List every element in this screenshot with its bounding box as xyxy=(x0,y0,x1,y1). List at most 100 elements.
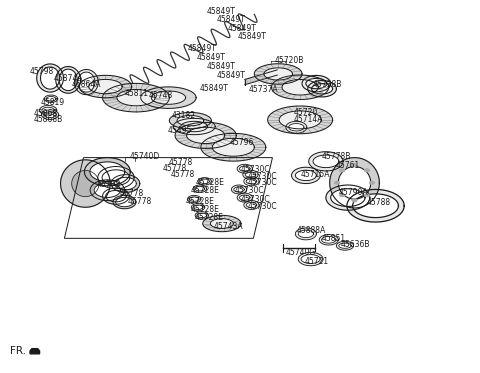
Polygon shape xyxy=(245,172,256,177)
Polygon shape xyxy=(291,167,320,184)
Polygon shape xyxy=(203,215,241,232)
Polygon shape xyxy=(102,170,130,185)
Polygon shape xyxy=(212,138,254,156)
Text: 45778: 45778 xyxy=(170,170,194,179)
Text: 45730C: 45730C xyxy=(248,172,277,181)
Polygon shape xyxy=(200,179,209,184)
Text: 45849T: 45849T xyxy=(206,7,236,16)
Polygon shape xyxy=(195,211,208,219)
Polygon shape xyxy=(193,205,203,210)
Polygon shape xyxy=(94,183,120,197)
Text: 45778: 45778 xyxy=(97,180,121,189)
Polygon shape xyxy=(295,170,316,181)
Text: 45864A: 45864A xyxy=(72,80,101,89)
Polygon shape xyxy=(177,115,204,126)
Polygon shape xyxy=(187,127,225,144)
Polygon shape xyxy=(237,164,252,173)
Text: 45874A: 45874A xyxy=(54,73,84,82)
Text: 45798: 45798 xyxy=(30,67,54,76)
Polygon shape xyxy=(103,84,169,112)
Polygon shape xyxy=(42,107,54,113)
Text: 45819: 45819 xyxy=(40,98,65,107)
Text: 45715A: 45715A xyxy=(300,170,330,179)
Polygon shape xyxy=(173,118,215,135)
Text: 45728E: 45728E xyxy=(196,178,225,187)
Text: 45849T: 45849T xyxy=(228,23,256,32)
Text: 45868: 45868 xyxy=(34,109,58,118)
Polygon shape xyxy=(313,155,339,167)
Ellipse shape xyxy=(352,199,357,202)
Polygon shape xyxy=(60,160,110,207)
Text: 45849T: 45849T xyxy=(217,15,246,24)
Polygon shape xyxy=(169,112,211,129)
Polygon shape xyxy=(115,177,136,190)
Polygon shape xyxy=(234,187,244,192)
Polygon shape xyxy=(201,134,266,161)
Polygon shape xyxy=(231,185,247,194)
Text: 45761: 45761 xyxy=(336,161,360,170)
Text: 45849T: 45849T xyxy=(199,84,228,93)
Polygon shape xyxy=(254,64,302,84)
Text: 45728E: 45728E xyxy=(194,213,223,222)
Polygon shape xyxy=(197,213,206,217)
Polygon shape xyxy=(244,201,259,210)
Polygon shape xyxy=(39,106,57,115)
Polygon shape xyxy=(246,203,257,208)
Text: 45720: 45720 xyxy=(293,108,318,117)
Text: 45849T: 45849T xyxy=(206,62,236,71)
Polygon shape xyxy=(198,178,211,185)
Ellipse shape xyxy=(340,194,345,197)
Text: 45788: 45788 xyxy=(367,198,391,207)
Polygon shape xyxy=(268,106,333,134)
Text: 45790A: 45790A xyxy=(338,188,368,197)
Polygon shape xyxy=(244,177,259,186)
Text: 45740G: 45740G xyxy=(286,248,316,257)
Text: 45730C: 45730C xyxy=(234,186,264,195)
Text: 45778: 45778 xyxy=(163,164,187,173)
Polygon shape xyxy=(79,75,132,98)
Polygon shape xyxy=(288,123,304,131)
Polygon shape xyxy=(90,180,124,201)
Polygon shape xyxy=(40,67,60,89)
Polygon shape xyxy=(243,170,258,179)
Polygon shape xyxy=(240,166,250,171)
Polygon shape xyxy=(103,188,129,204)
Polygon shape xyxy=(116,197,133,207)
Polygon shape xyxy=(36,64,63,92)
Text: 45738B: 45738B xyxy=(312,80,342,89)
Text: 45730C: 45730C xyxy=(248,178,277,187)
Text: 43182: 43182 xyxy=(171,111,195,120)
Text: 45778: 45778 xyxy=(120,189,144,198)
Polygon shape xyxy=(44,112,56,117)
Polygon shape xyxy=(98,166,134,189)
Polygon shape xyxy=(90,162,125,182)
Text: 45849T: 45849T xyxy=(216,71,245,80)
Polygon shape xyxy=(237,193,252,202)
Text: 45743A: 45743A xyxy=(213,222,243,231)
Ellipse shape xyxy=(364,194,369,197)
Polygon shape xyxy=(338,166,371,199)
Polygon shape xyxy=(181,121,207,132)
Text: 45796: 45796 xyxy=(229,138,254,147)
Polygon shape xyxy=(298,253,323,266)
Text: 45811: 45811 xyxy=(124,89,148,98)
Polygon shape xyxy=(72,170,99,197)
Polygon shape xyxy=(30,349,39,354)
Text: 45851: 45851 xyxy=(322,234,346,243)
Polygon shape xyxy=(330,158,379,208)
Polygon shape xyxy=(44,95,58,103)
Text: 45778: 45778 xyxy=(168,158,192,167)
Polygon shape xyxy=(306,78,327,89)
Text: 45495: 45495 xyxy=(168,126,192,135)
Text: 45778B: 45778B xyxy=(322,152,351,161)
Polygon shape xyxy=(319,235,338,245)
Polygon shape xyxy=(190,197,199,201)
Polygon shape xyxy=(41,110,59,119)
Polygon shape xyxy=(210,219,233,228)
Polygon shape xyxy=(246,179,257,184)
Text: 45730C: 45730C xyxy=(248,202,277,211)
Polygon shape xyxy=(111,175,140,192)
Polygon shape xyxy=(298,230,313,238)
Polygon shape xyxy=(74,69,98,95)
Polygon shape xyxy=(279,111,321,129)
